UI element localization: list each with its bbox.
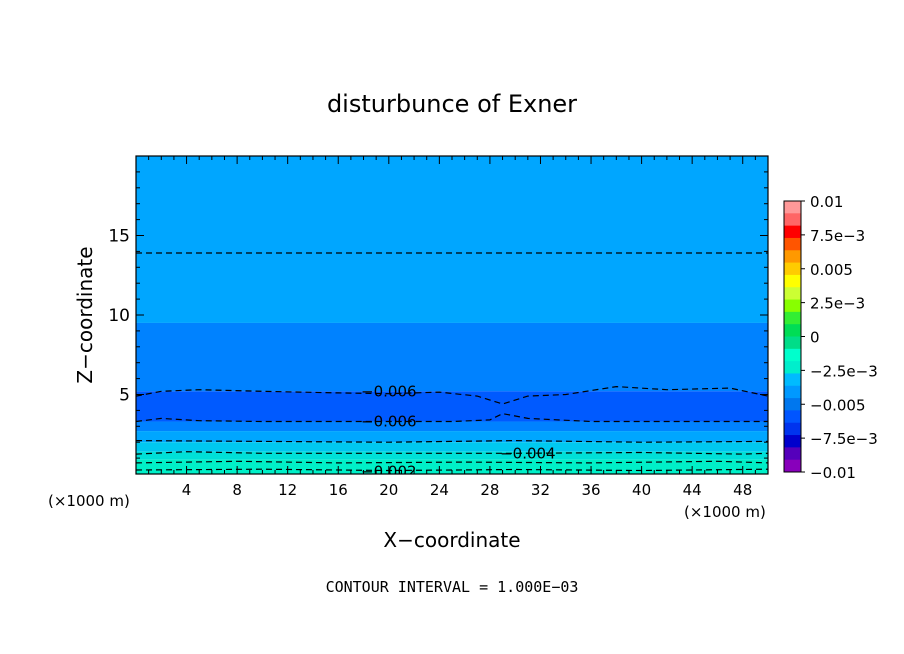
plot-area: −0.006−0.006−0.004−0.002 [135,155,769,475]
colorbar-tick-label: −0.005 [810,396,866,414]
colorbar-swatch [784,250,801,264]
colorbar-swatch [784,274,801,288]
colorbar-tick-label: −7.5e−3 [810,430,878,448]
x-tick-label: 4 [182,481,192,499]
colorbar-swatch [784,225,801,239]
x-tick-label: 28 [480,481,499,499]
contour-line-2 [136,412,768,423]
contour-line-1 [136,385,768,405]
colorbar-swatch [784,447,801,461]
colorbar-swatch [784,410,801,424]
colorbar-swatch [784,201,801,214]
contour-label-2: −0.006 [361,413,417,431]
colorbar-tick-label: −0.01 [810,464,856,482]
x-axis-label: X−coordinate [383,528,520,552]
colorbar-swatch [784,422,801,436]
filled-band-4 [136,431,768,443]
colorbar-swatch [784,373,801,387]
y-axis-label: Z−coordinate [73,246,97,383]
colorbar-swatch [784,311,801,325]
contour-line-3 [136,439,768,443]
x-tick-label: 24 [430,481,449,499]
colorbar-swatch [784,398,801,411]
x-tick-label: 48 [733,481,752,499]
colorbar-tick-label: −2.5e−3 [810,362,878,380]
contour-label-1: −0.006 [361,382,417,400]
contour-line-4 [136,451,768,455]
contour-line-6 [136,468,768,472]
filled-band-3 [136,421,768,432]
filled-band-0 [136,156,768,323]
x-axis: 4 8 12 16 20 24 28 32 36 40 44 48 [148,156,756,499]
colorbar: 0.01 7.5e−3 0.005 2.5e−3 0 −2.5e−3 −0.005 −7.5e… [783,193,878,482]
x-tick-label: 8 [232,481,242,499]
colorbar-swatch [784,348,801,362]
colorbar-tick-label: 0.005 [810,261,853,279]
colorbar-swatch [784,299,801,313]
colorbar-swatch [784,361,801,374]
colorbar-tick-label: 2.5e−3 [810,295,865,313]
x-tick-label: 40 [632,481,651,499]
colorbar-swatch [784,435,801,448]
colorbar-swatch [784,385,801,399]
y-axis: 5 10 15 [108,171,768,459]
y-axis-unit: (×1000 m) [48,492,130,510]
x-tick-label: 32 [531,481,550,499]
contour-label-4: −0.004 [500,444,556,462]
y-tick-label: 5 [119,386,130,406]
filled-band-1 [136,322,768,392]
colorbar-tick-label: 0 [810,329,820,347]
colorbar-swatch [784,324,801,337]
chart-title: disturbunce of Exner [327,90,577,118]
contour-interval-note: CONTOUR INTERVAL = 1.000E−03 [326,578,579,596]
colorbar-tick-label: 7.5e−3 [810,227,865,245]
x-tick-label: 16 [329,481,348,499]
x-tick-label: 12 [278,481,297,499]
x-tick-label: 44 [683,481,702,499]
colorbar-swatch [784,336,801,350]
colorbar-swatch [784,262,801,276]
y-tick-label: 15 [108,227,130,247]
filled-band-5 [136,442,768,452]
x-tick-label: 36 [581,481,600,499]
colorbar-tick-label: 0.01 [810,193,843,211]
contour-line-5 [136,460,768,464]
x-tick-label: 20 [379,481,398,499]
filled-band-2 [136,391,768,422]
colorbar-swatch [784,213,801,227]
colorbar-swatch [784,237,801,251]
x-axis-unit: (×1000 m) [684,503,766,521]
colorbar-swatch [784,287,801,301]
colorbar-swatch [784,459,801,473]
y-tick-label: 10 [108,306,130,326]
filled-band-6 [136,451,768,460]
